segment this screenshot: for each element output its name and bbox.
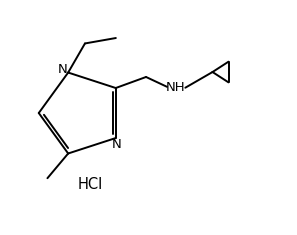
Text: N: N (112, 138, 121, 151)
Text: NH: NH (166, 81, 185, 94)
Text: HCl: HCl (78, 177, 103, 192)
Text: N: N (57, 63, 67, 76)
